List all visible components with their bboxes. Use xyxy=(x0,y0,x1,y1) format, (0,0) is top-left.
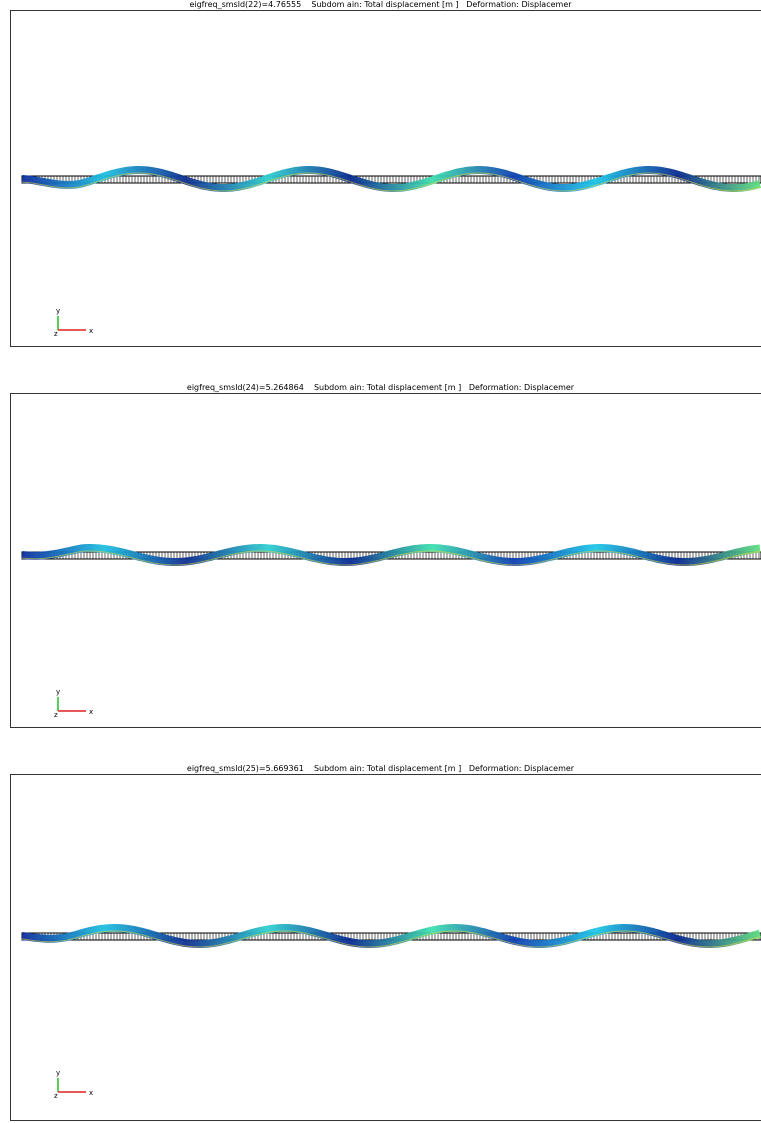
axis-label-y: y xyxy=(56,1069,60,1077)
panel: eigfreq_smsld(25)=5.669361 Subdom ain: T… xyxy=(0,764,761,1123)
axis-label-z: z xyxy=(54,1092,58,1100)
plot: y z x xyxy=(0,764,761,1123)
panel: eigfreq_smsld(22)=4.76555 Subdom ain: To… xyxy=(0,0,761,349)
axis-label-z: z xyxy=(54,330,58,338)
axis-label-x: x xyxy=(89,708,93,716)
mesh xyxy=(22,176,761,183)
panel: eigfreq_smsld(24)=5.264864 Subdom ain: T… xyxy=(0,383,761,730)
axis-label-z: z xyxy=(54,711,58,719)
axis-label-y: y xyxy=(56,307,60,315)
axis-label-x: x xyxy=(89,327,93,335)
mesh-lines xyxy=(24,176,759,183)
plot: y z x xyxy=(0,383,761,730)
beam xyxy=(22,928,760,944)
axis-label-x: x xyxy=(89,1089,93,1097)
plot: y z x xyxy=(0,0,761,349)
axis-label-y: y xyxy=(56,688,60,696)
page: eigfreq_smsld(22)=4.76555 Subdom ain: To… xyxy=(0,0,761,1111)
